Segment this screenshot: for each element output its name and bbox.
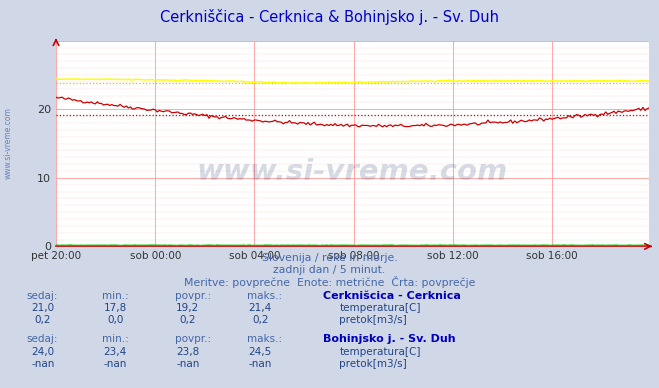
Text: maks.:: maks.: (247, 334, 282, 345)
Text: Cerkniščica - Cerknica & Bohinjsko j. - Sv. Duh: Cerkniščica - Cerknica & Bohinjsko j. - … (160, 9, 499, 26)
Text: pretok[m3/s]: pretok[m3/s] (339, 359, 407, 369)
Text: www.si-vreme.com: www.si-vreme.com (3, 107, 13, 180)
Text: -nan: -nan (31, 359, 55, 369)
Text: pretok[m3/s]: pretok[m3/s] (339, 315, 407, 325)
Text: 24,0: 24,0 (31, 347, 55, 357)
Text: 0,2: 0,2 (179, 315, 196, 325)
Text: -nan: -nan (103, 359, 127, 369)
Text: -nan: -nan (176, 359, 200, 369)
Text: 21,4: 21,4 (248, 303, 272, 314)
Text: 0,0: 0,0 (107, 315, 123, 325)
Text: 23,4: 23,4 (103, 347, 127, 357)
Text: Slovenija / reke in morje.: Slovenija / reke in morje. (262, 253, 397, 263)
Text: -nan: -nan (248, 359, 272, 369)
Text: min.:: min.: (102, 291, 129, 301)
Text: min.:: min.: (102, 334, 129, 345)
Text: Cerknišcica - Cerknica: Cerknišcica - Cerknica (323, 291, 461, 301)
Text: 0,2: 0,2 (252, 315, 269, 325)
Text: zadnji dan / 5 minut.: zadnji dan / 5 minut. (273, 265, 386, 275)
Text: 19,2: 19,2 (176, 303, 200, 314)
Text: 0,2: 0,2 (34, 315, 51, 325)
Text: sedaj:: sedaj: (26, 334, 58, 345)
Text: temperatura[C]: temperatura[C] (339, 303, 421, 314)
Text: maks.:: maks.: (247, 291, 282, 301)
Text: www.si-vreme.com: www.si-vreme.com (197, 158, 508, 186)
Text: 17,8: 17,8 (103, 303, 127, 314)
Text: 21,0: 21,0 (31, 303, 55, 314)
Text: povpr.:: povpr.: (175, 291, 211, 301)
Text: sedaj:: sedaj: (26, 291, 58, 301)
Text: temperatura[C]: temperatura[C] (339, 347, 421, 357)
Text: Bohinjsko j. - Sv. Duh: Bohinjsko j. - Sv. Duh (323, 334, 455, 345)
Text: 23,8: 23,8 (176, 347, 200, 357)
Text: 24,5: 24,5 (248, 347, 272, 357)
Text: Meritve: povprečne  Enote: metrične  Črta: povprečje: Meritve: povprečne Enote: metrične Črta:… (184, 276, 475, 288)
Text: povpr.:: povpr.: (175, 334, 211, 345)
